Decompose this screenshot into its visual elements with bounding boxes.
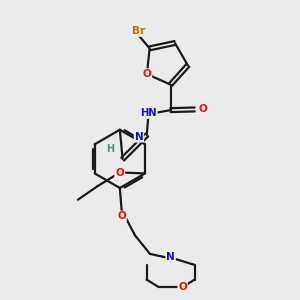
Text: O: O [142, 69, 151, 79]
Text: N: N [166, 253, 175, 262]
Text: HN: HN [140, 108, 157, 118]
Text: H: H [106, 144, 114, 154]
Text: O: O [198, 104, 207, 114]
Text: Br: Br [132, 26, 146, 36]
Text: O: O [117, 211, 126, 221]
Text: O: O [115, 168, 124, 178]
Text: O: O [178, 282, 187, 292]
Text: N: N [135, 132, 143, 142]
